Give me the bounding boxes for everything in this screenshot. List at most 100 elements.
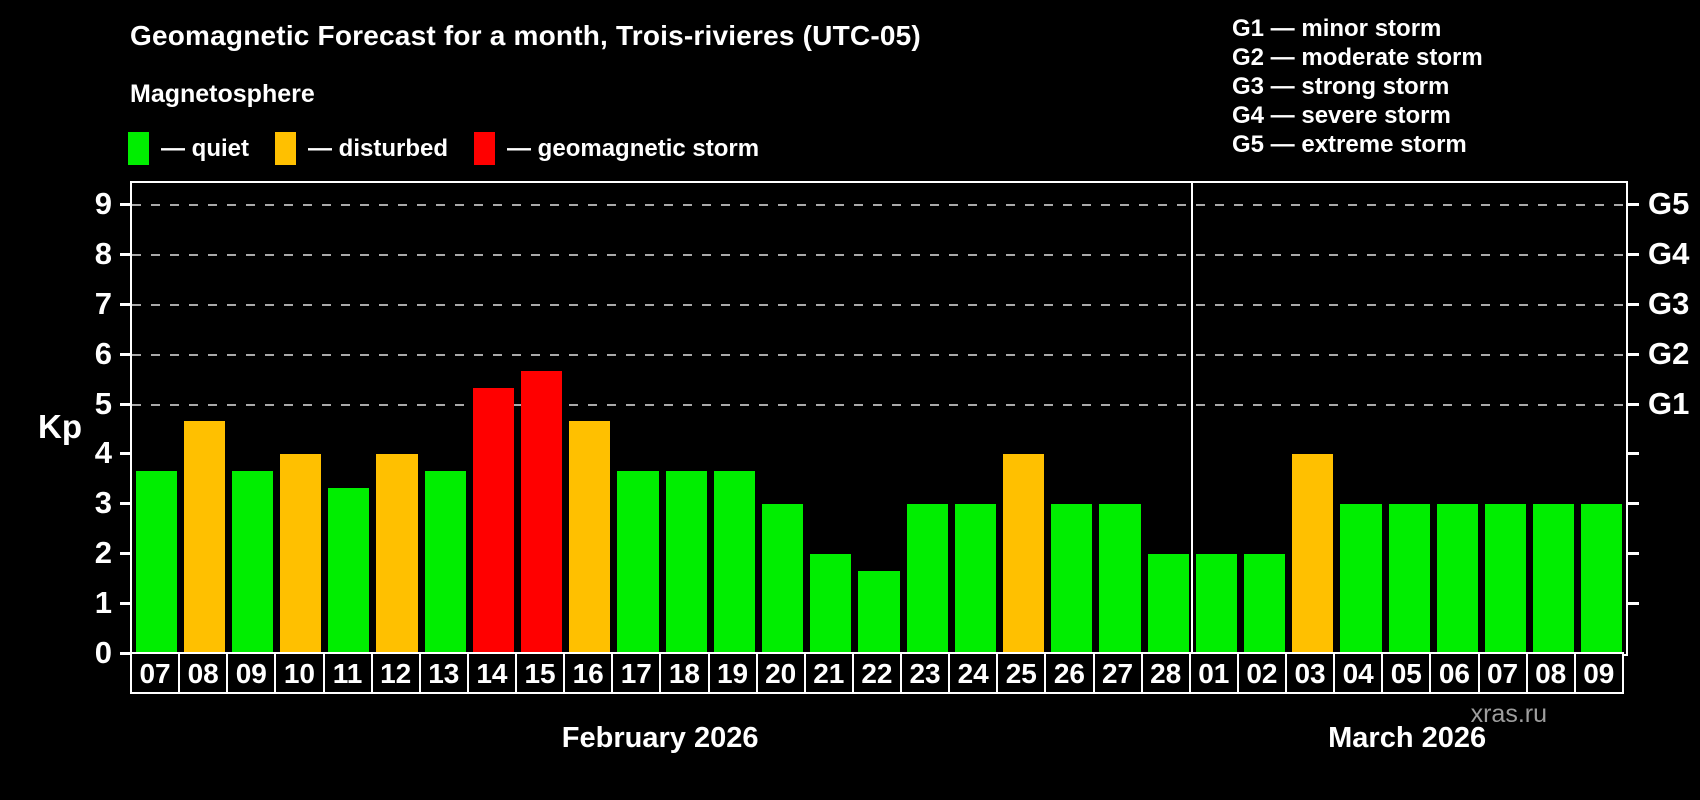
kp-bar-11 [328, 487, 370, 654]
gridline-kp7 [132, 303, 1626, 306]
storm-color-swatch [474, 132, 496, 165]
g3-legend-line: G3 — strong storm [1232, 73, 1450, 100]
right-tick-7 [1626, 302, 1639, 306]
g-level-label-g4: G4 [1648, 235, 1690, 271]
y-tick-4 [120, 452, 132, 456]
month-label-1: March 2026 [1328, 722, 1487, 754]
kp-bar-07 [135, 470, 177, 654]
kp-bar-08 [183, 420, 225, 654]
y-tick-5 [120, 402, 132, 406]
g-level-label-g2: G2 [1648, 335, 1690, 371]
watermark: xras.ru [1470, 700, 1547, 728]
y-tick-label-7: 7 [94, 285, 112, 321]
day-cell-feb-14: 14 [466, 652, 517, 694]
y-tick-label-5: 5 [94, 385, 112, 421]
page-title: Geomagnetic Forecast for a month, Trois-… [130, 20, 921, 51]
kp-bar-14 [472, 388, 515, 654]
legend-item-storm: — geomagnetic storm [474, 132, 759, 165]
kp-bar-25 [1002, 454, 1045, 654]
y-tick-label-8: 8 [94, 235, 112, 271]
kp-bar-03 [1292, 454, 1334, 654]
y-tick-0 [120, 652, 132, 655]
day-cell-feb-08: 08 [178, 652, 229, 694]
legend-item-quiet: — quiet [128, 132, 249, 165]
day-cell-feb-18: 18 [659, 652, 710, 694]
disturbed-label: — disturbed [308, 134, 449, 162]
kp-bar-15 [521, 371, 563, 654]
kp-bar-09 [231, 470, 274, 654]
month-separator [1191, 183, 1194, 654]
day-cell-feb-26: 26 [1044, 652, 1095, 694]
right-tick-6 [1626, 352, 1639, 356]
kp-bar-09 [1581, 504, 1623, 654]
day-cell-feb-11: 11 [322, 652, 373, 694]
month-label-0: February 2026 [561, 722, 759, 754]
day-cell-feb-23: 23 [900, 652, 951, 694]
day-cell-mar-01: 01 [1188, 652, 1239, 694]
quiet-color-swatch [128, 132, 149, 165]
kp-bar-27 [1099, 504, 1141, 654]
magnetosphere-label: Magnetosphere [130, 80, 315, 108]
kp-bar-06 [1436, 504, 1478, 654]
day-cell-mar-02: 02 [1236, 652, 1287, 694]
gridline-kp6 [132, 353, 1626, 356]
day-cell-mar-09: 09 [1573, 652, 1624, 694]
kp-bar-01 [1195, 554, 1237, 654]
g-level-label-g5: G5 [1648, 185, 1690, 221]
day-cell-feb-09: 09 [226, 652, 277, 694]
day-cell-feb-28: 28 [1140, 652, 1191, 694]
day-cell-feb-19: 19 [707, 652, 758, 694]
day-cell-feb-21: 21 [803, 652, 854, 694]
storm-label: — geomagnetic storm [507, 134, 760, 162]
right-tick-5 [1626, 402, 1639, 406]
kp-bar-02 [1243, 554, 1286, 654]
g1-legend-line: G1 — minor storm [1232, 15, 1442, 42]
day-cell-feb-20: 20 [755, 652, 806, 694]
quiet-label: — quiet [161, 134, 249, 162]
condition-legend: — quiet — disturbed — geomagnetic storm [128, 132, 785, 165]
y-tick-7 [120, 302, 132, 306]
day-cell-mar-06: 06 [1429, 652, 1480, 694]
g2-legend-line: G2 — moderate storm [1232, 44, 1483, 71]
kp-bar-26 [1051, 504, 1093, 654]
y-tick-label-4: 4 [94, 435, 112, 471]
kp-bar-24 [954, 504, 996, 654]
y-tick-label-0: 0 [94, 635, 112, 670]
day-cell-feb-13: 13 [418, 652, 469, 694]
day-cell-feb-15: 15 [515, 652, 566, 694]
day-cell-feb-25: 25 [996, 652, 1047, 694]
day-cell-feb-27: 27 [1092, 652, 1143, 694]
y-tick-label-3: 3 [94, 485, 112, 521]
y-tick-label-1: 1 [94, 585, 112, 621]
y-axis-title: Kp [38, 408, 82, 445]
y-tick-9 [120, 202, 132, 206]
right-tick-1 [1626, 602, 1639, 606]
disturbed-color-swatch [275, 132, 296, 165]
y-tick-2 [120, 552, 132, 556]
day-cell-mar-04: 04 [1333, 652, 1384, 694]
kp-bar-20 [762, 504, 804, 654]
day-label-row: 07 08 09 10 11 12 13 14 15 16 17 18 19 20 21 22 23 24 25 26… [130, 652, 1624, 694]
gridline-kp5 [132, 403, 1626, 406]
legend-item-disturbed: — disturbed [275, 132, 448, 165]
kp-bar-17 [617, 470, 659, 654]
kp-bar-13 [424, 470, 466, 654]
day-cell-feb-17: 17 [611, 652, 662, 694]
g-level-label-g1: G1 [1648, 385, 1690, 421]
day-cell-mar-08: 08 [1525, 652, 1576, 694]
day-cell-feb-16: 16 [563, 652, 614, 694]
right-tick-8 [1626, 252, 1639, 256]
gridline-kp8 [132, 253, 1626, 256]
g-scale-legend: G1 — minor storm G2 — moderate storm G3 … [1232, 14, 1483, 159]
kp-bar-10 [280, 454, 322, 654]
kp-bar-21 [810, 554, 852, 654]
kp-bar-04 [1340, 504, 1382, 654]
kp-bar-12 [376, 454, 418, 654]
y-tick-label-9: 9 [94, 185, 112, 221]
day-cell-feb-12: 12 [370, 652, 421, 694]
kp-bar-18 [665, 470, 707, 654]
kp-bar-19 [713, 470, 755, 654]
y-tick-6 [120, 352, 132, 356]
day-cell-feb-22: 22 [851, 652, 902, 694]
